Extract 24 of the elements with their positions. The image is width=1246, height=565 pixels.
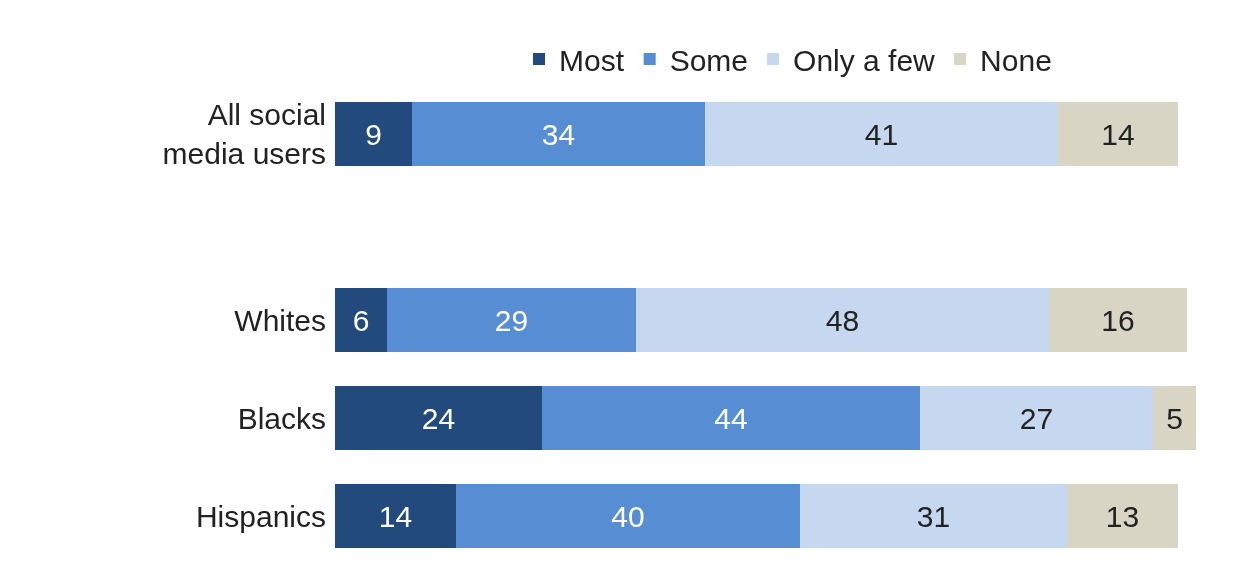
legend-label: Some [669, 43, 749, 77]
data-label: 44 [714, 401, 748, 435]
data-label: 40 [611, 499, 645, 533]
data-label: 13 [1105, 499, 1140, 533]
data-label: 29 [494, 303, 529, 337]
legend-label: None [980, 43, 1052, 77]
legend-label: Only a few [793, 43, 936, 77]
data-label: 48 [825, 303, 860, 337]
data-label: 41 [864, 117, 899, 151]
data-label: 31 [916, 499, 951, 533]
data-label: 34 [541, 117, 576, 151]
data-label: 9 [365, 117, 382, 151]
legend-label: Most [559, 43, 625, 77]
data-label: 24 [421, 401, 456, 435]
data-label: 14 [1101, 117, 1135, 151]
data-label: 14 [378, 499, 413, 533]
data-label: 27 [1019, 401, 1054, 435]
data-label: 5 [1166, 401, 1183, 435]
data-label: 6 [352, 303, 370, 337]
data-label: 16 [1101, 303, 1135, 337]
y-tick-label: All social media users [162, 97, 326, 170]
y-tick-label: Hispanics [195, 499, 326, 533]
y-tick-label: Blacks [237, 401, 326, 435]
y-tick-label: Whites [234, 303, 326, 337]
